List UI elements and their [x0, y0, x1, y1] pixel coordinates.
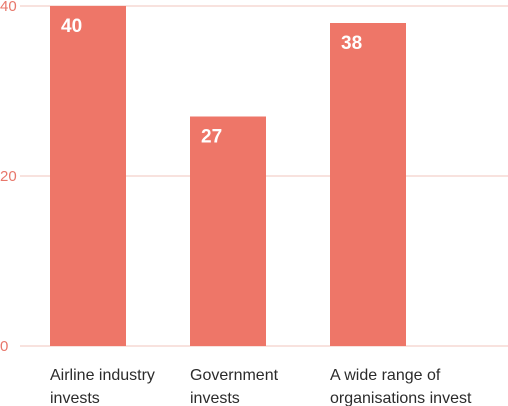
- bars: [50, 6, 406, 346]
- category-label-0-line-1: invests: [50, 390, 100, 406]
- category-label-2-line-1: organisations invest: [330, 390, 472, 406]
- category-label-1-line-0: Government: [190, 367, 279, 384]
- y-tick-label-40: 40: [0, 0, 17, 15]
- y-tick-label-0: 0: [0, 338, 8, 355]
- category-label-1-line-1: invests: [190, 390, 240, 406]
- labels: 0 20 40 40 Airline industry invests 27 Governme…: [0, 0, 472, 406]
- bar-1: [190, 116, 266, 346]
- category-label-2-line-0: A wide range of: [330, 367, 441, 384]
- bar-value-label-1: 27: [201, 127, 222, 148]
- bar-0: [50, 6, 126, 346]
- y-tick-label-20: 20: [0, 168, 17, 185]
- bar-value-label-0: 40: [61, 16, 82, 37]
- category-label-0-line-0: Airline industry: [50, 367, 155, 384]
- bar-value-label-2: 38: [341, 33, 362, 54]
- bar-2: [330, 23, 406, 346]
